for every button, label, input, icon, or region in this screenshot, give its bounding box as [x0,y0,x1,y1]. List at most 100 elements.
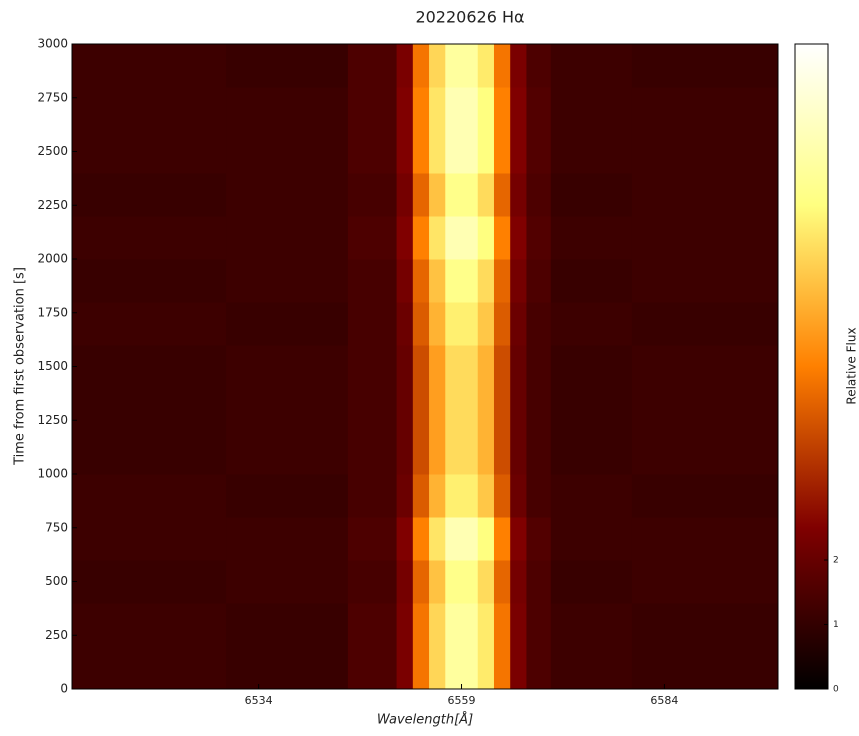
heatmap-cell [493,259,511,303]
y-tick-label: 2000 [37,252,68,266]
heatmap-cell [631,388,779,432]
heatmap-cell [429,603,446,647]
heatmap-cell [493,173,511,217]
heatmap-cell [429,44,446,88]
heatmap-cell [510,603,527,647]
heatmap-cell [412,646,430,690]
heatmap-cell [226,603,349,647]
heatmap-cell [550,130,633,174]
heatmap-cell [226,173,349,217]
heatmap-cell [412,517,430,561]
heatmap-cell [550,474,633,518]
heatmap-cell [461,388,479,432]
heatmap-cell [461,259,479,303]
heatmap-cell [226,44,349,88]
y-axis-label: Time from first observation [s] [13,267,28,466]
heatmap-cell [631,646,779,690]
heatmap [72,44,779,690]
heatmap-cell [396,560,414,604]
x-axis-label: Wavelength[Å] [377,712,473,728]
heatmap-cell [226,87,349,131]
heatmap-cell [412,259,430,303]
heatmap-cell [396,259,414,303]
heatmap-cell [226,130,349,174]
chart-title: 20220626 Hα [415,8,524,27]
heatmap-cell [526,345,552,389]
heatmap-cell [226,388,349,432]
heatmap-cell [445,216,463,260]
y-tick-label: 750 [45,520,68,534]
heatmap-cell [510,560,527,604]
heatmap-cell [493,603,511,647]
heatmap-cell [72,388,227,432]
heatmap-cell [631,173,779,217]
heatmap-cell [526,646,552,690]
colorbar-tick-label: 1 [833,620,839,630]
heatmap-cell [412,474,430,518]
heatmap-cell [445,87,463,131]
heatmap-cell [412,388,430,432]
heatmap-cell [429,173,446,217]
heatmap-cell [631,431,779,475]
heatmap-cell [550,345,633,389]
heatmap-cell [526,44,552,88]
heatmap-cell [226,474,349,518]
heatmap-cell [493,345,511,389]
heatmap-cell [493,388,511,432]
heatmap-cell [347,302,398,346]
heatmap-cell [526,474,552,518]
x-tick-label: 6534 [245,694,273,707]
heatmap-cell [510,345,527,389]
y-tick-label: 0 [60,682,68,696]
heatmap-cell [429,345,446,389]
heatmap-cell [429,474,446,518]
heatmap-cell [510,44,527,88]
heatmap-cell [347,345,398,389]
heatmap-cell [493,87,511,131]
heatmap-cell [72,345,227,389]
heatmap-cell [429,646,446,690]
heatmap-cell [631,517,779,561]
heatmap-cell [477,388,495,432]
heatmap-cell [347,259,398,303]
heatmap-cell [396,87,414,131]
heatmap-cell [631,87,779,131]
heatmap-cell [412,302,430,346]
colorbar-tick-label: 2 [833,556,839,566]
heatmap-cell [412,173,430,217]
heatmap-cell [631,345,779,389]
heatmap-cell [445,431,463,475]
heatmap-cell [445,560,463,604]
heatmap-cell [396,130,414,174]
heatmap-cell [347,87,398,131]
heatmap-cell [550,87,633,131]
heatmap-cell [445,302,463,346]
heatmap-cell [72,302,227,346]
heatmap-cell [347,388,398,432]
heatmap-cell [631,259,779,303]
x-tick-label: 6584 [650,694,678,707]
heatmap-cell [477,345,495,389]
heatmap-cell [461,173,479,217]
colorbar-tick-label: 0 [833,685,839,695]
heatmap-cell [347,560,398,604]
heatmap-cell [493,474,511,518]
heatmap-cell [526,517,552,561]
heatmap-cell [526,560,552,604]
heatmap-cell [347,173,398,217]
heatmap-cell [631,603,779,647]
heatmap-cell [72,603,227,647]
heatmap-cell [510,302,527,346]
colorbar-label: Relative Flux [845,327,859,404]
heatmap-cell [445,388,463,432]
heatmap-cell [226,216,349,260]
heatmap-cell [226,646,349,690]
heatmap-cell [72,173,227,217]
heatmap-cell [412,560,430,604]
heatmap-cell [445,345,463,389]
heatmap-cell [526,130,552,174]
heatmap-cell [461,345,479,389]
heatmap-cell [445,646,463,690]
heatmap-cell [347,431,398,475]
